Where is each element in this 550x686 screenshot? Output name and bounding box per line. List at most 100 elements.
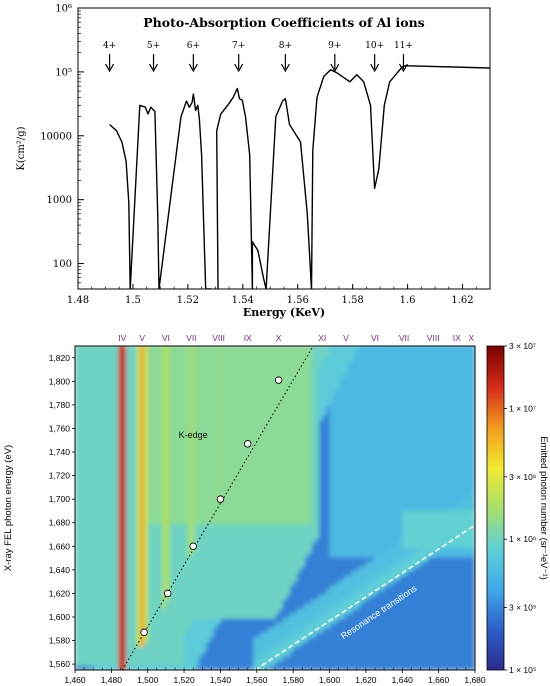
heatmap-cell [213, 561, 218, 567]
heatmap-cell [187, 547, 192, 553]
heatmap-cell [355, 354, 360, 360]
heatmap-cell [285, 637, 291, 643]
heatmap-cell [278, 566, 283, 572]
heatmap-cell [93, 429, 98, 435]
heatmap-cell [315, 490, 320, 497]
heatmap-cell [235, 359, 240, 365]
heatmap-cell [82, 495, 87, 501]
heatmap-cell [347, 410, 352, 417]
heatmap-cell [162, 457, 167, 464]
heatmap-cell [140, 406, 145, 412]
heatmap-cell [311, 443, 316, 450]
heatmap-cell [85, 641, 91, 647]
heatmap-cell [209, 556, 214, 563]
heatmap-cell [340, 457, 345, 464]
heatmap-cell [256, 519, 261, 525]
heatmap-cell [235, 377, 240, 384]
heatmap-cell [304, 346, 309, 351]
heatmap-cell [325, 594, 331, 600]
heatmap-cell [173, 594, 178, 600]
heatmap-cell [249, 490, 254, 497]
heatmap-cell [75, 528, 80, 534]
heatmap-cell [195, 377, 200, 384]
heatmap-cell [151, 509, 156, 516]
heatmap-cell [278, 401, 283, 407]
heatmap-cell [242, 561, 247, 567]
heatmap-cell [333, 467, 338, 473]
heatmap-cell [202, 561, 207, 567]
heatmap-cell [322, 349, 327, 355]
heatmap-cell [75, 637, 80, 643]
heatmap-cell [351, 599, 356, 605]
heatmap-cell [351, 377, 356, 384]
heatmap-cell [311, 467, 316, 473]
heatmap-cell [85, 401, 91, 407]
heatmap-cell [89, 453, 94, 459]
heatmap-cell [275, 632, 280, 638]
heatmap-cell [184, 476, 189, 483]
heatmap-cell [307, 514, 312, 520]
heatmap-cell [173, 589, 178, 596]
heatmap-cell [191, 575, 196, 581]
heatmap-cell [129, 519, 134, 525]
heatmap-cell [151, 646, 156, 652]
heatmap-cell [315, 346, 320, 351]
heatmap-cell [151, 373, 156, 379]
heatmap-cell [180, 462, 185, 468]
heatmap-cell [224, 589, 229, 596]
heatmap-cell [300, 627, 305, 633]
heatmap-cell [205, 547, 211, 553]
heatmap-cell [151, 561, 156, 567]
heatmap-cell [107, 354, 112, 360]
heatmap-cell [165, 401, 171, 407]
heatmap-cell [311, 490, 316, 497]
heatmap-cell [235, 575, 240, 581]
heatmap-cell [300, 373, 305, 379]
heatmap-cell [184, 363, 189, 369]
heatmap-cell [111, 646, 116, 652]
heatmap-cell [173, 472, 178, 478]
heatmap-cell [235, 462, 240, 468]
heatmap-cell [285, 486, 291, 492]
heatmap-cell [173, 354, 178, 360]
heatmap-cell [235, 396, 240, 402]
heatmap-cell [118, 660, 123, 666]
heatmap-cell [347, 453, 352, 459]
heatmap-cell [358, 396, 363, 402]
heatmap-cell [344, 368, 349, 374]
heatmap-cell [351, 604, 356, 610]
heatmap-cell [169, 490, 174, 497]
heatmap-cell [187, 490, 192, 497]
heatmap-cell [205, 349, 211, 355]
heatmap-cell [107, 589, 112, 596]
heatmap-cell [242, 434, 247, 440]
heatmap-cell [122, 391, 127, 398]
heatmap-cell [96, 618, 101, 624]
heatmap-cell [115, 641, 120, 647]
heatmap-cell [75, 373, 80, 379]
heatmap-cell [322, 368, 327, 374]
heatmap-cell [184, 406, 189, 412]
heatmap-cell [180, 443, 185, 450]
heatmap-cell [187, 387, 192, 393]
heatmap-cell [355, 528, 360, 534]
heatmap-cell [169, 618, 174, 624]
heatmap-cell [285, 429, 291, 435]
heatmap-cell [111, 349, 116, 355]
heatmap-cell [245, 420, 251, 426]
heatmap-cell [205, 632, 211, 638]
heatmap-cell [187, 646, 192, 652]
heatmap-cell [358, 457, 363, 464]
heatmap-cell [347, 448, 352, 454]
heatmap-cell [118, 552, 123, 558]
heatmap-cell [140, 519, 145, 525]
heatmap-cell [107, 401, 112, 407]
heatmap-cell [325, 349, 331, 355]
heatmap-cell [275, 368, 280, 374]
heatmap-cell [264, 476, 269, 483]
heatmap-cell [147, 457, 152, 464]
heatmap-cell [122, 655, 127, 662]
heatmap-cell [307, 519, 312, 525]
heatmap-cell [78, 401, 83, 407]
heatmap-cell [187, 571, 192, 577]
